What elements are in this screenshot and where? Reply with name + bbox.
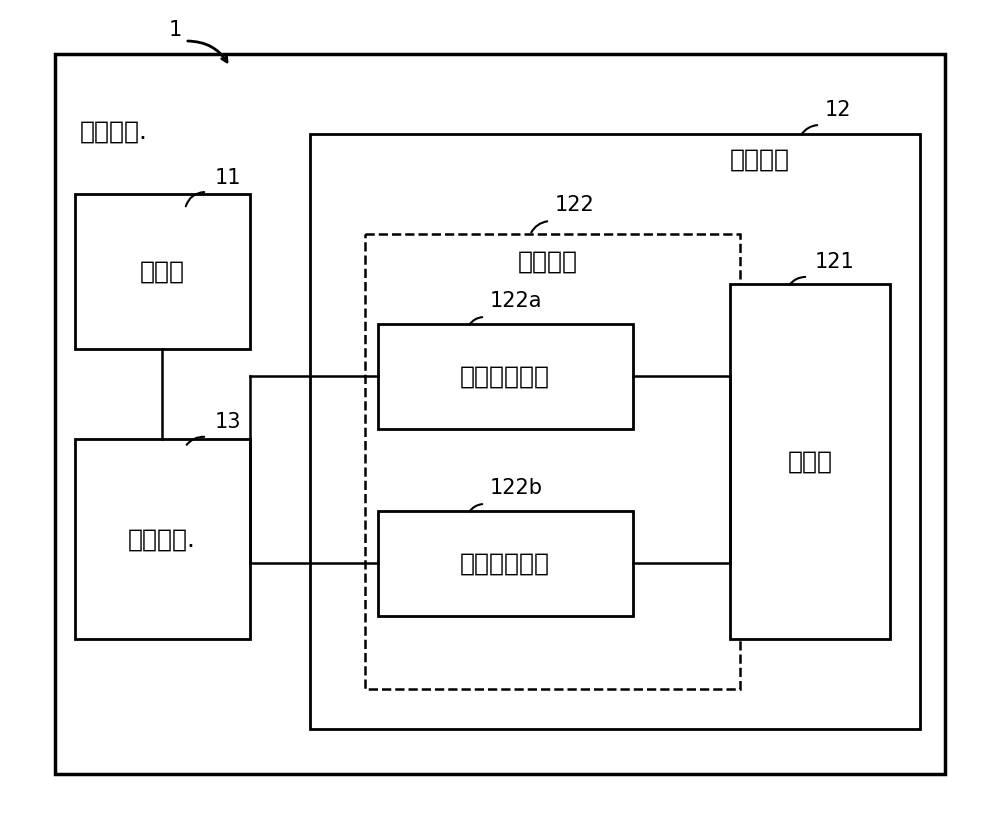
Bar: [730, 284, 890, 639]
Bar: [75, 195, 250, 350]
Text: 天线本体: 天线本体: [730, 148, 790, 172]
Bar: [378, 511, 633, 616]
Text: 接地层: 接地层: [788, 449, 832, 473]
Text: 12: 12: [825, 100, 852, 120]
Text: 122a: 122a: [490, 290, 542, 311]
Text: 天线模块.: 天线模块.: [80, 120, 148, 144]
Text: 1: 1: [168, 20, 182, 40]
Text: 13: 13: [215, 412, 242, 432]
Bar: [365, 235, 740, 689]
Bar: [310, 135, 920, 729]
Text: 第一接地路径: 第一接地路径: [460, 365, 550, 389]
Text: 接地路径: 接地路径: [518, 250, 578, 274]
Text: 感应器: 感应器: [140, 260, 185, 284]
Text: 切换单元.: 切换单元.: [128, 528, 196, 552]
Text: 122: 122: [555, 195, 595, 215]
Text: 122b: 122b: [490, 477, 543, 497]
Bar: [378, 325, 633, 429]
Text: 第二接地路径: 第二接地路径: [460, 552, 550, 576]
Bar: [75, 439, 250, 639]
Text: 11: 11: [215, 168, 242, 188]
Bar: [55, 55, 945, 774]
Text: 121: 121: [815, 251, 855, 272]
